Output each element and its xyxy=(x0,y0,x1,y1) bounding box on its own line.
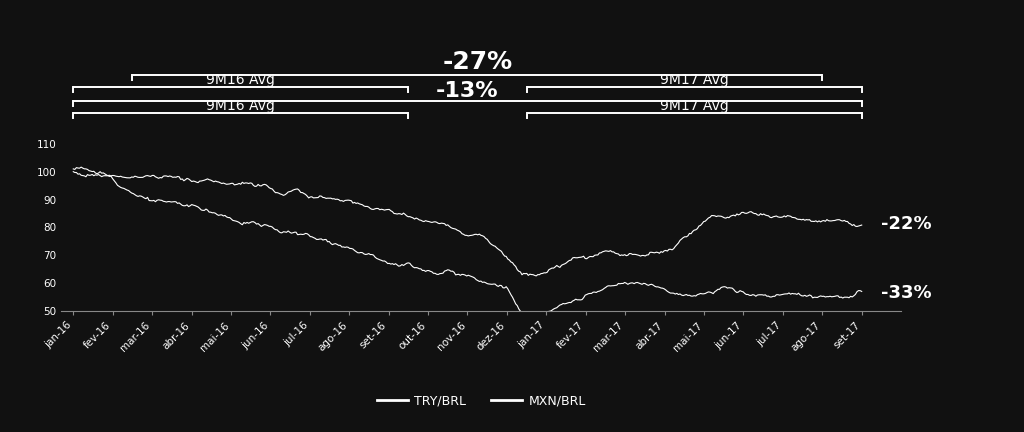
TRY/BRL xyxy=(68,166,80,172)
MXN/BRL xyxy=(441,267,454,273)
TRY/BRL xyxy=(75,165,87,170)
Line: MXN/BRL: MXN/BRL xyxy=(74,172,862,317)
MXN/BRL xyxy=(538,310,550,315)
Text: 9M17 Avg: 9M17 Avg xyxy=(659,73,728,87)
TRY/BRL xyxy=(447,226,460,231)
TRY/BRL xyxy=(530,273,543,279)
Text: 9M16 Avg: 9M16 Avg xyxy=(207,98,275,113)
TRY/BRL xyxy=(717,214,729,219)
Text: -13%: -13% xyxy=(436,81,499,101)
Text: 9M16 Avg: 9M16 Avg xyxy=(207,73,275,87)
MXN/BRL xyxy=(715,285,727,290)
TRY/BRL xyxy=(856,222,868,228)
TRY/BRL xyxy=(496,249,508,254)
Text: -33%: -33% xyxy=(882,284,932,302)
TRY/BRL xyxy=(443,224,456,229)
TRY/BRL xyxy=(540,270,552,276)
MXN/BRL xyxy=(446,269,459,274)
Text: -22%: -22% xyxy=(882,215,932,233)
MXN/BRL xyxy=(525,314,538,319)
Text: 9M17 Avg: 9M17 Avg xyxy=(659,98,728,113)
Legend: TRY/BRL, MXN/BRL: TRY/BRL, MXN/BRL xyxy=(372,390,591,413)
TRY/BRL xyxy=(840,219,852,224)
MXN/BRL xyxy=(68,169,80,174)
Line: TRY/BRL: TRY/BRL xyxy=(74,167,862,276)
Text: -27%: -27% xyxy=(442,50,512,74)
MXN/BRL xyxy=(839,295,851,300)
MXN/BRL xyxy=(494,283,506,288)
MXN/BRL xyxy=(856,289,868,294)
